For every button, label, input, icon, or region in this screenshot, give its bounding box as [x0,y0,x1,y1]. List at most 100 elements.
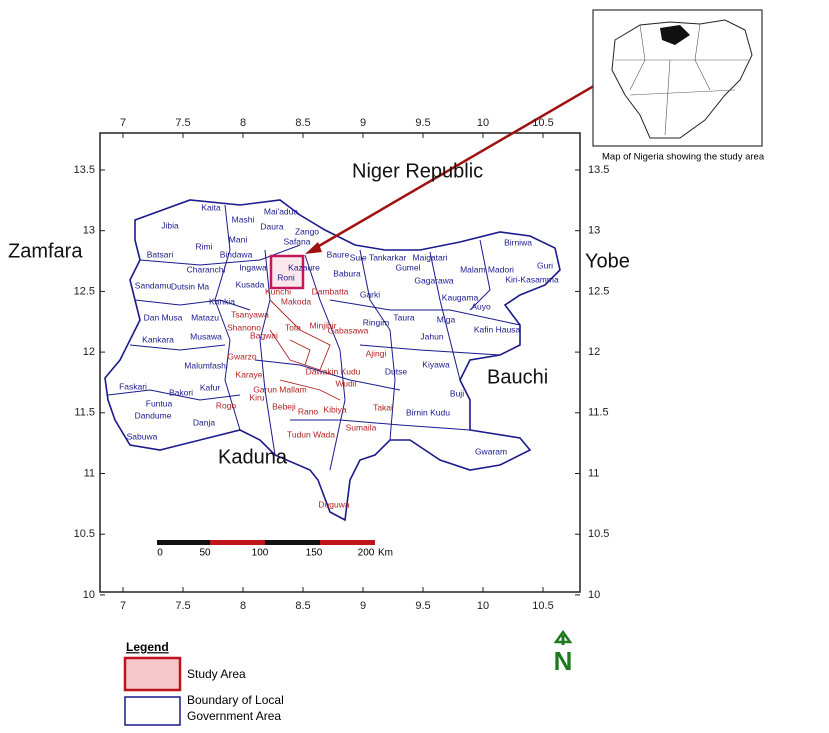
lga-label: Bakori [169,387,193,397]
lga-label: Gagarawa [414,275,453,285]
region-label: Niger Republic [352,160,483,182]
lga-label: Kafur [200,382,220,392]
lga-label: Bindawa [220,249,253,259]
x-tick-label: 7 [120,117,126,129]
region-label: Zamfara [8,240,83,262]
lga-label: Karaye [236,369,263,379]
lga-label: Kibiya [323,404,346,414]
lga-label: Wudil [335,378,356,388]
lga-label: Daura [260,221,283,231]
y-tick-label: 13.5 [588,164,609,176]
map-figure: Map of Nigeria showing the study area Km… [0,0,829,728]
scale-label: 200 [358,548,375,559]
lga-label: Danja [193,417,215,427]
lga-label: Jibia [161,220,179,230]
lga-label: Dutsin Ma [171,281,210,291]
lga-label: Taura [393,312,415,322]
x-tick-label: 9 [360,600,366,612]
lga-label: Kiri-Kasamma [505,274,559,284]
x-tick-label: 10 [477,117,489,129]
y-tick-label: 11.5 [74,407,95,419]
legend-study-swatch [125,658,180,690]
y-tick-label: 10 [588,589,600,601]
lga-label: Kafin Hausa [474,324,521,334]
lga-label: Ingawa [239,262,267,272]
lga-label: Tsanyawa [231,309,269,319]
scale-segment [210,540,265,545]
lga-label: Makoda [281,296,312,306]
lga-label: Mani [229,234,248,244]
lga-label: Sabuwa [127,431,158,441]
x-tick-label: 10 [477,600,489,612]
x-tick-label: 8 [240,600,246,612]
legend-label: Government Area [187,709,281,723]
y-tick-label: 10 [83,589,95,601]
y-tick-label: 11.5 [588,407,609,419]
lga-label: Dan Musa [144,312,183,322]
lga-label: Baure [327,249,350,259]
lga-label: Zango [295,226,319,236]
scale-unit: Km [378,548,393,559]
lga-label: Charanchi [187,264,226,274]
lga-label: Faskari [119,381,147,391]
lga-label: Takai [373,402,393,412]
lga-label: Dawakin Kudu [306,366,361,376]
lga-label: Matazu [191,312,219,322]
region-label: Bauchi [487,366,548,388]
lga-label: Gumel [395,262,420,272]
y-tick-label: 12 [83,346,95,358]
lga-label: Funtua [146,398,173,408]
lga-label: Musawa [190,331,222,341]
lga-label: Kazaure [288,262,320,272]
x-tick-label: 9.5 [415,600,430,612]
lga-label: Gwarzo [227,351,257,361]
lga-label: Rimi [196,241,213,251]
scale-bar [157,540,375,545]
lga-label: Safana [284,236,311,246]
lga-label: Rano [298,406,319,416]
lga-label: Auyo [471,301,491,311]
lga-label: Mai'adua [264,206,299,216]
lga-label: Dambatta [312,286,349,296]
y-tick-label: 12.5 [588,285,609,297]
lga-label: Mashi [232,214,255,224]
lga-label: Maigatari [413,252,448,262]
x-tick-label: 7.5 [175,600,190,612]
lga-label: Doguwa [318,499,349,509]
legend-label: Study Area [187,667,246,681]
lga-label: Tudun Wada [287,429,335,439]
lga-label: Bagwai [250,330,278,340]
lga-label: Birniwa [504,237,532,247]
lga-label: Kankia [209,296,235,306]
scale-segment [320,540,375,545]
x-tick-label: 8 [240,117,246,129]
scale-segment [265,540,320,545]
y-tick-label: 10.5 [588,528,609,540]
x-tick-label: 7.5 [175,117,190,129]
y-tick-label: 13.5 [74,164,95,176]
lga-label: Kaita [201,202,221,212]
x-tick-label: 8.5 [295,600,310,612]
lga-label: Dutse [385,366,407,376]
lga-label: Buji [450,388,464,398]
y-tick-label: 11 [84,467,95,479]
lga-label: Rogo [216,400,237,410]
scale-label: 0 [157,548,163,559]
lga-label: Ajingi [366,348,387,358]
lga-label: Dandume [135,410,172,420]
lga-label: Sule Tankarkar [350,252,407,262]
x-tick-label: 10.5 [532,117,553,129]
lga-label: Babura [333,268,361,278]
legend-boundary-swatch [125,697,180,725]
x-tick-label: 9.5 [415,117,430,129]
x-tick-label: 7 [120,600,126,612]
y-tick-label: 13 [588,225,600,237]
lga-label: Batsari [147,249,174,259]
y-tick-label: 12 [588,346,600,358]
legend-label: Boundary of Local [187,693,284,707]
scale-label: 100 [252,548,269,559]
lga-label: Malumfashi [184,360,228,370]
map-frame [100,133,580,592]
y-tick-label: 11 [588,467,599,479]
north-arrow [556,632,570,645]
